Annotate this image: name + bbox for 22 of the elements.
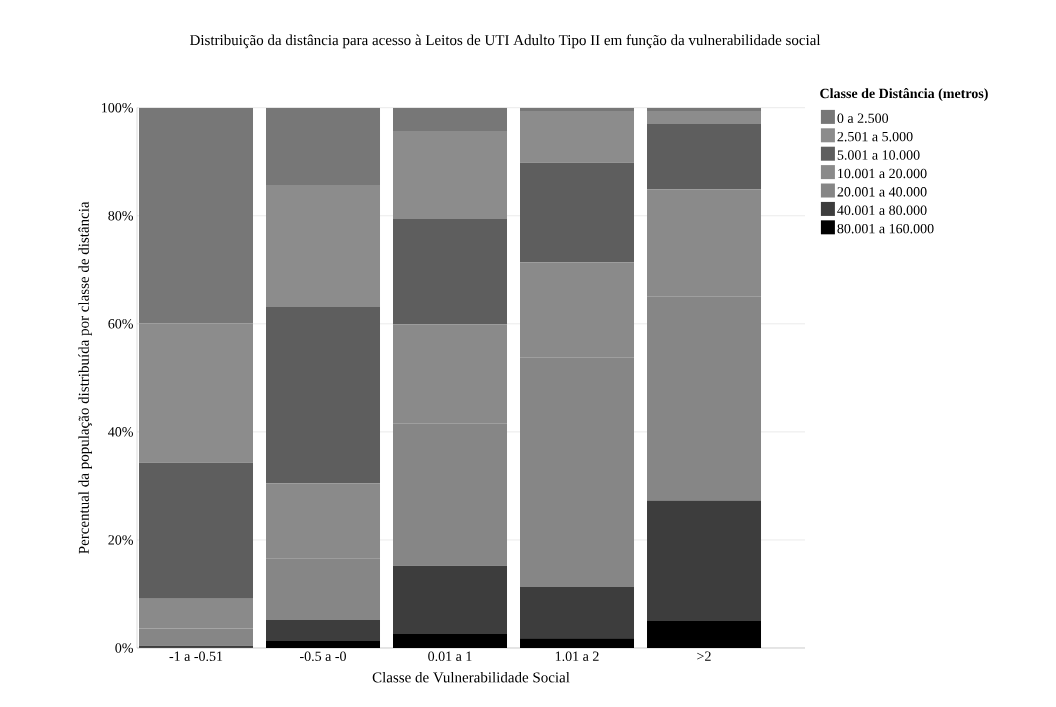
x-tick-label: -1 a -0.51	[169, 651, 223, 662]
x-tick-label: >2	[697, 651, 711, 661]
x-axis-title: Classe de Vulnerabilidade Social	[372, 671, 570, 683]
legend-label: 80.001 a 160.000	[837, 223, 934, 234]
x-tick-label: 1.01 a 2	[555, 651, 599, 662]
x-tick-label: -0.5 a -0	[300, 651, 346, 662]
legend-title: Classe de Distância (metros)	[820, 88, 988, 101]
chart-title: Distribuição da distância para acesso à Leitos de UTI Adulto Tipo II em função da vulnerabilidade social	[189, 34, 821, 49]
legend-label: 2.501 a 5.000	[837, 131, 913, 142]
y-tick-label: 100%	[102, 102, 133, 113]
legend-label: 20.001 a 40.000	[837, 187, 927, 197]
y-tick-label: 40%	[108, 427, 133, 437]
y-tick-label: 20%	[108, 535, 133, 545]
y-tick-label: 0%	[115, 643, 133, 653]
legend-label: 0 a 2.500	[837, 113, 889, 123]
x-tick-label: 0.01 a 1	[428, 651, 472, 662]
y-tick-label: 80%	[108, 211, 133, 221]
legend-label: 5.001 a 10.000	[837, 150, 920, 160]
legend-label: 10.001 a 20.000	[838, 168, 927, 179]
legend-label: 40.001 a 80.000	[837, 205, 927, 216]
y-axis-title: Percentual da população distribuída por classe de distância	[78, 201, 92, 554]
y-tick-label: 60%	[108, 319, 133, 329]
